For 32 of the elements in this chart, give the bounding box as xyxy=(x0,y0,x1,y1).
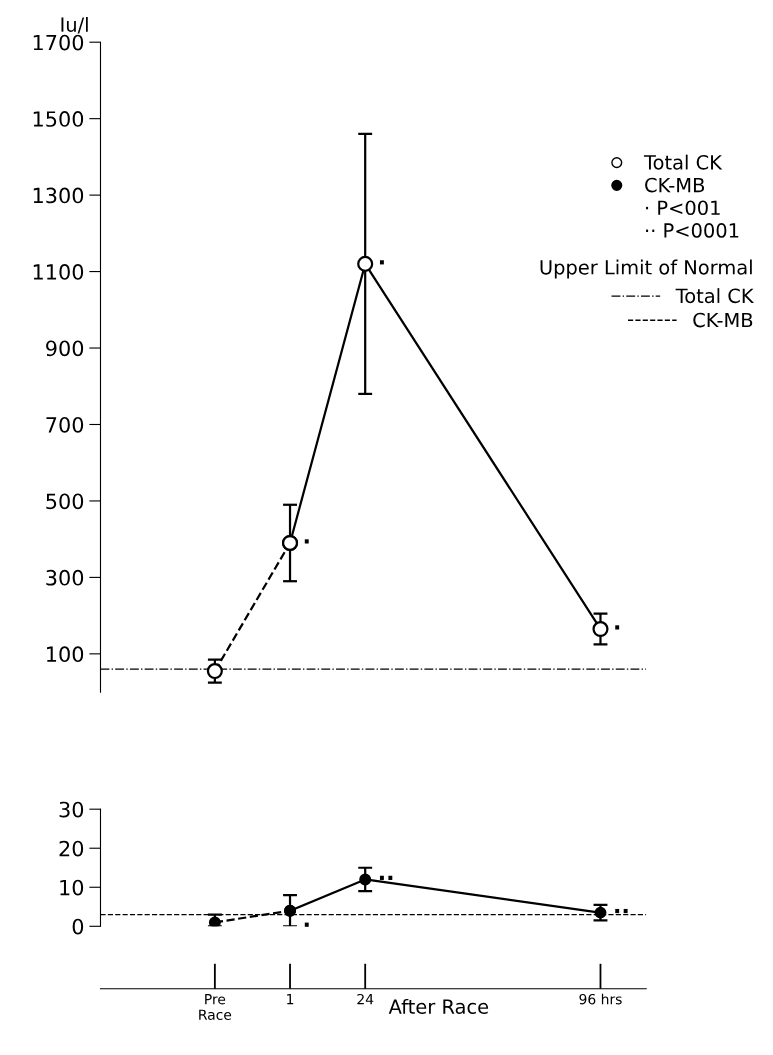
annotation: · P<001 xyxy=(646,200,720,216)
y-tick-label: 0 xyxy=(72,918,84,935)
annotation: ·· xyxy=(379,875,393,880)
legend-label: Total CK xyxy=(643,154,723,170)
y-tick-label: 30 xyxy=(59,801,84,818)
annotation: · xyxy=(304,539,309,544)
y-axis-title: Iu/l xyxy=(61,16,88,34)
x-tick-label: 1 xyxy=(287,994,294,1005)
y-tick-label: 100 xyxy=(47,646,84,663)
y-tick-label: 700 xyxy=(46,416,84,433)
legend-title: Upper Limit of Normal xyxy=(540,259,752,279)
y-tick-label: 1100 xyxy=(33,264,84,280)
y-tick-label: 20 xyxy=(59,840,84,857)
y-tick-label: 1500 xyxy=(33,111,84,127)
x-tick-label: 96 hrs xyxy=(579,993,622,1005)
legend-label: Total CK xyxy=(675,288,755,304)
x-tick-label: 24 xyxy=(357,993,374,1005)
legend-label: CK-MB xyxy=(645,177,705,193)
y-tick-label: 1700 xyxy=(33,34,84,51)
annotation: ·· P<0001 xyxy=(646,223,739,238)
legend-label: CK-MB xyxy=(693,312,753,328)
y-tick-label: 500 xyxy=(46,493,84,510)
y-tick-label: 1300 xyxy=(33,187,84,204)
y-tick-label: 300 xyxy=(46,569,84,586)
annotation: · xyxy=(304,922,309,927)
x-axis-title: After Race xyxy=(388,998,489,1014)
annotation: · xyxy=(379,260,384,265)
y-tick-label: 10 xyxy=(60,879,84,896)
annotation: · xyxy=(615,625,620,630)
x-tick-label: Pre Race xyxy=(199,994,232,1020)
annotation: ·· xyxy=(615,908,628,914)
y-tick-label: 900 xyxy=(46,340,84,357)
